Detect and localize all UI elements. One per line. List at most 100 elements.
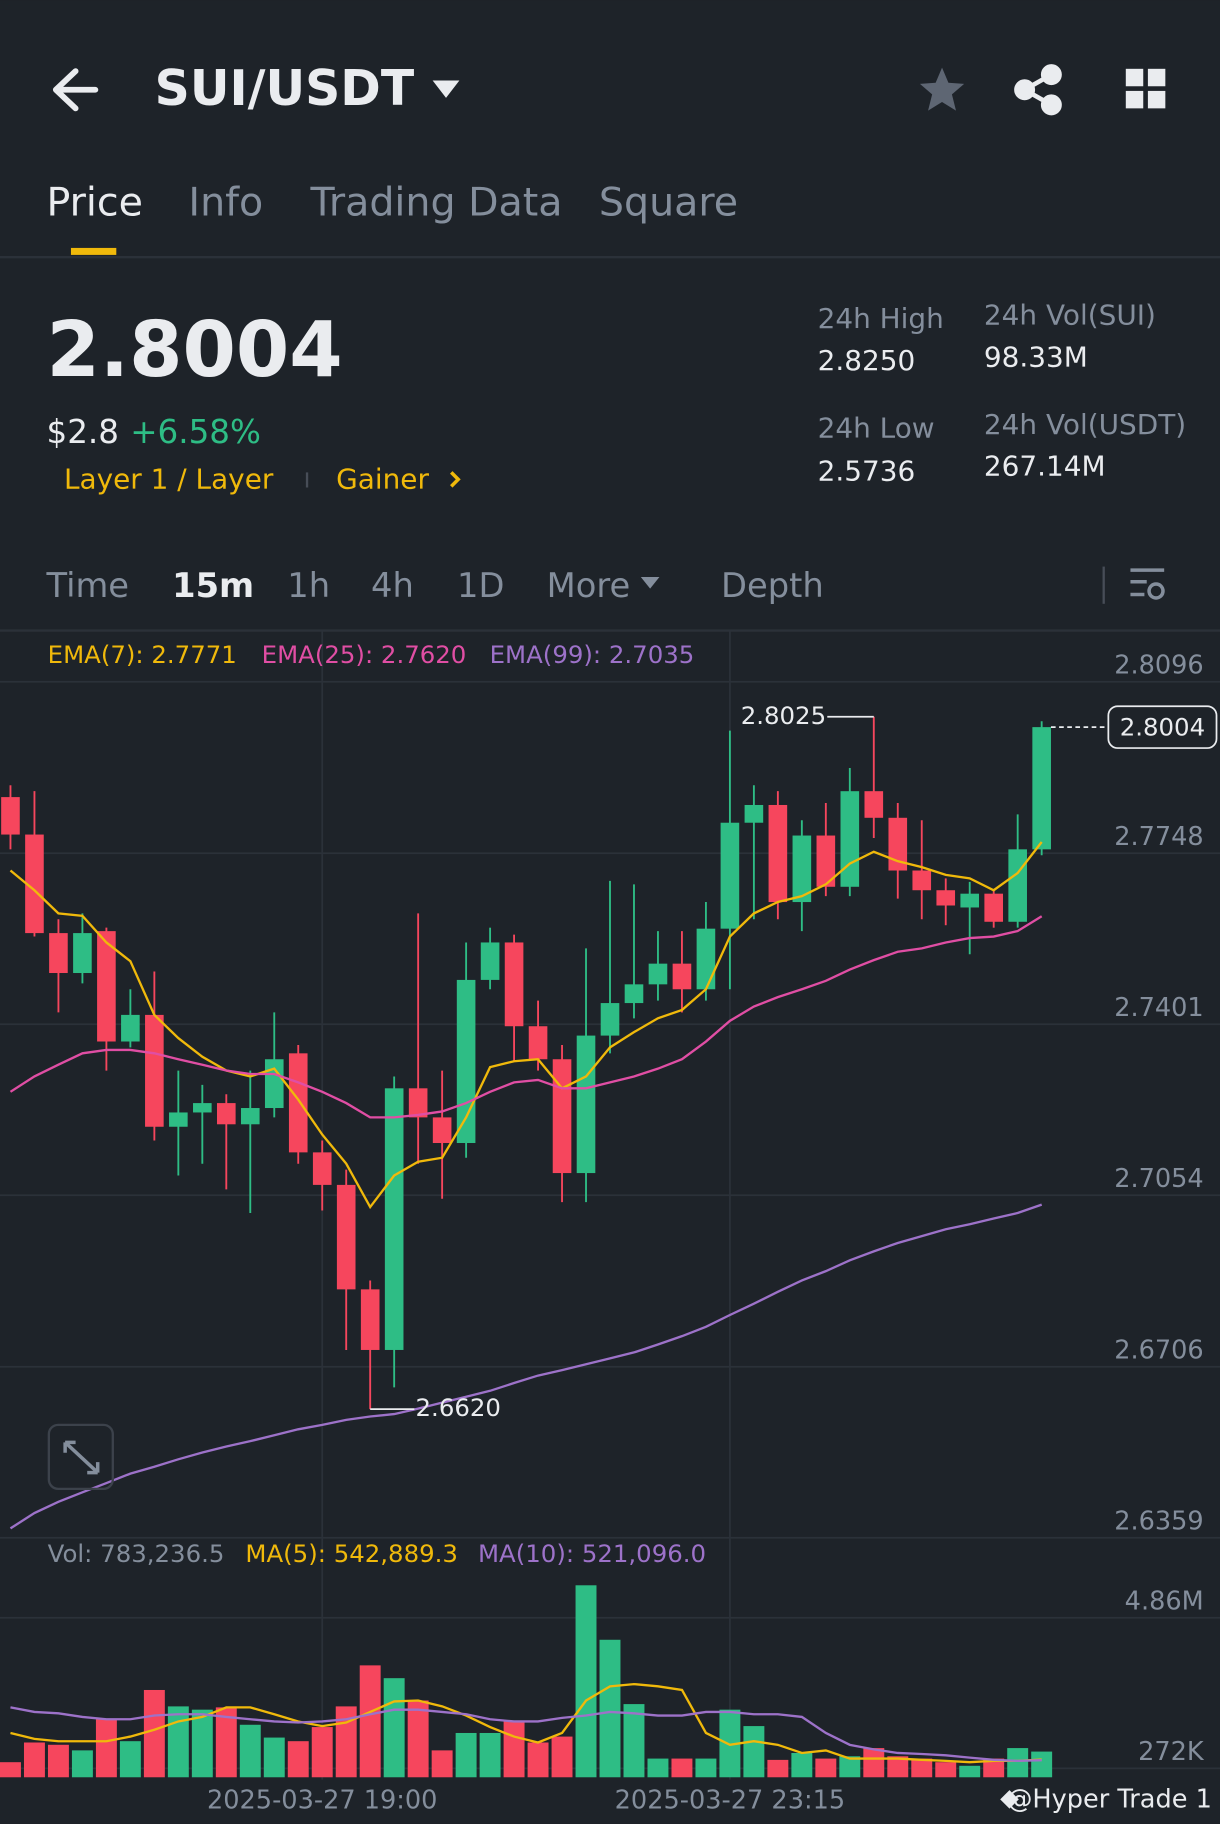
share-icon[interactable] (1014, 64, 1062, 116)
volume-bar (887, 1756, 909, 1778)
volume-bar (119, 1741, 141, 1778)
interval[interactable]: 4h (371, 566, 414, 605)
y-tick-label: 2.7054 (1114, 1164, 1204, 1194)
stat-value: 98.33M (984, 340, 1088, 373)
candle-body (528, 1026, 548, 1060)
candle-body (1, 797, 20, 835)
candle-body (624, 984, 644, 1004)
candle-body (193, 1103, 212, 1113)
price-change: +6.58% (130, 413, 261, 451)
volume-bar (0, 1762, 21, 1778)
candle-body (216, 1103, 236, 1125)
candle-body (121, 1014, 140, 1042)
volume-bar (671, 1758, 693, 1778)
chart-settings-icon[interactable] (1130, 568, 1165, 600)
favorite-icon[interactable] (919, 67, 965, 111)
interval[interactable]: 15m (172, 566, 254, 605)
volume-bar (455, 1732, 477, 1778)
y-tick-label: 2.6706 (1114, 1336, 1204, 1366)
volume-bar (719, 1709, 741, 1778)
last-price-tag (1107, 705, 1218, 749)
candle-body (288, 1053, 308, 1153)
volume-bar (695, 1758, 717, 1778)
candle-body (984, 893, 1004, 922)
volume-bar (815, 1758, 837, 1778)
candle-body (600, 1003, 620, 1036)
candle-body (960, 893, 980, 908)
interval[interactable]: 1D (457, 566, 504, 605)
candle-body (264, 1059, 284, 1109)
candle-body (384, 1088, 404, 1350)
stat-label: 24h Low (818, 411, 935, 444)
volume-bar (95, 1719, 117, 1778)
volume-bar (1031, 1751, 1053, 1778)
interval[interactable]: Depth (721, 566, 824, 605)
volume-bar (767, 1759, 789, 1778)
tag-chevron[interactable] (450, 471, 461, 488)
tag[interactable]: Layer 1 / Layer (64, 463, 274, 496)
y-tick-label: 4.86M (1125, 1587, 1204, 1617)
tab[interactable]: Square (599, 179, 738, 225)
stat-label: 24h Vol(SUI) (984, 299, 1156, 332)
volume-bar (359, 1665, 381, 1778)
indicator-line (9, 1203, 1043, 1530)
volume-bar (479, 1732, 501, 1778)
volume-bar (383, 1678, 405, 1778)
candle-body (312, 1152, 332, 1185)
volume-bar (527, 1742, 549, 1778)
candle-body (912, 870, 932, 891)
watermark: @Hyper Trade 1 (1000, 1785, 1212, 1815)
stat-label: 24h Vol(USDT) (984, 408, 1186, 441)
candle-body (25, 834, 44, 934)
candle-body (408, 1088, 428, 1118)
candle-body (768, 804, 788, 903)
pair-dropdown[interactable] (432, 80, 460, 98)
candle-body (504, 942, 524, 1027)
volume-bar (215, 1707, 237, 1778)
low-label: 2.6620 (416, 1393, 501, 1422)
candle-body (360, 1289, 380, 1350)
interval[interactable]: 1h (287, 566, 330, 605)
menu-icon[interactable] (1125, 68, 1166, 109)
indicator-line (10, 1682, 1042, 1764)
high-label: 2.8025 (741, 701, 826, 730)
last-price: 2.8004 (47, 306, 343, 395)
y-tick-label: 2.7748 (1114, 822, 1204, 852)
volume-bar (647, 1758, 669, 1778)
more-dropdown[interactable] (640, 577, 660, 589)
volume-bar (143, 1689, 165, 1778)
candle-body (432, 1117, 452, 1144)
expand-button[interactable] (47, 1423, 114, 1491)
candle-body (49, 933, 68, 974)
volume-bar (23, 1742, 45, 1778)
interval[interactable]: More (547, 566, 631, 605)
volume-bar (791, 1752, 813, 1778)
tab-indicator (70, 247, 117, 255)
volume-bar (599, 1639, 621, 1778)
candle-body (840, 791, 860, 887)
tab[interactable]: Price (47, 179, 143, 225)
volume-bar (743, 1726, 765, 1778)
stat-value: 2.5736 (818, 454, 916, 487)
back-button[interactable] (52, 68, 99, 112)
usd-price: $2.8 (47, 413, 119, 451)
volume-bar (575, 1585, 597, 1778)
candle-body (1008, 849, 1027, 922)
candle-body (864, 791, 884, 818)
candle-body (97, 931, 116, 1042)
volume-bar (167, 1706, 189, 1778)
interval[interactable]: Time (46, 566, 130, 605)
volume-bar (431, 1750, 453, 1778)
tab[interactable]: Trading Data (310, 179, 563, 225)
tag[interactable]: Gainer (336, 463, 429, 496)
pair-title[interactable]: SUI/USDT (155, 60, 415, 117)
volume-bar (311, 1727, 333, 1778)
tab[interactable]: Info (188, 179, 263, 225)
candle-body (744, 804, 764, 823)
watermark-text: @Hyper Trade 1 (1007, 1785, 1212, 1815)
volume-bar (911, 1758, 933, 1778)
legend-entry: Vol: 783,236.5 (48, 1539, 225, 1568)
y-tick-label: 2.6359 (1114, 1507, 1204, 1537)
